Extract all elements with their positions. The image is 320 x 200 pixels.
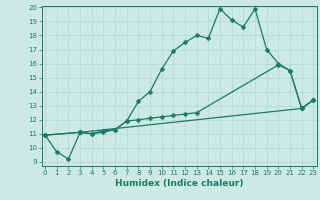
X-axis label: Humidex (Indice chaleur): Humidex (Indice chaleur) <box>115 179 244 188</box>
